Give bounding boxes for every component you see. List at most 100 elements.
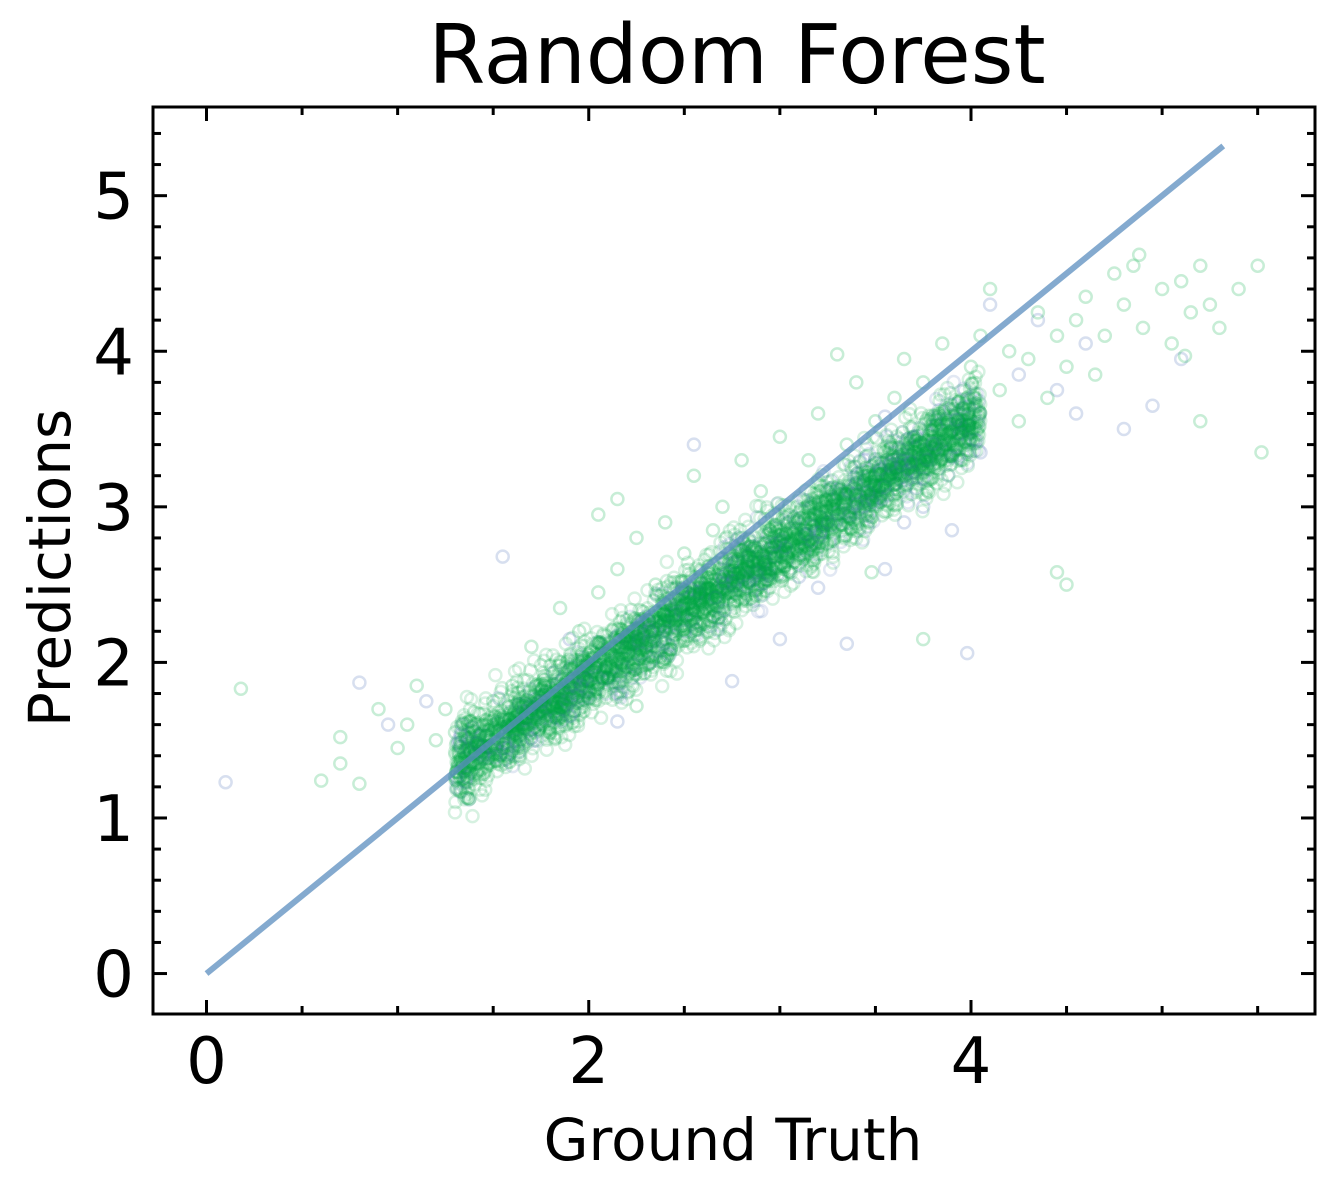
cloud-point bbox=[580, 655, 595, 670]
cloud-point bbox=[647, 630, 662, 645]
series-green-point bbox=[1011, 414, 1027, 429]
cloud-point bbox=[754, 539, 769, 554]
cloud-point bbox=[557, 696, 572, 712]
series-green-point bbox=[667, 608, 683, 623]
cloud-point bbox=[646, 612, 661, 628]
cloud-point bbox=[678, 633, 694, 648]
cloud-point bbox=[599, 658, 614, 674]
cloud-point bbox=[795, 510, 810, 526]
cloud-point bbox=[654, 643, 669, 658]
cloud-point bbox=[796, 546, 811, 561]
cloud-point bbox=[573, 637, 588, 653]
cloud-point bbox=[585, 652, 600, 668]
series-green-point bbox=[514, 698, 530, 714]
cloud-point bbox=[478, 718, 493, 734]
cloud-point bbox=[944, 436, 960, 451]
cloud-point bbox=[461, 738, 477, 754]
cloud-point bbox=[696, 596, 711, 612]
cloud-point bbox=[875, 455, 890, 470]
cloud-point bbox=[811, 530, 826, 546]
cloud-point bbox=[911, 451, 926, 466]
series-blue-point bbox=[973, 445, 988, 460]
cloud-point bbox=[471, 731, 486, 747]
series-green-point bbox=[944, 398, 960, 413]
cloud-point bbox=[532, 714, 548, 729]
cloud-point bbox=[825, 507, 840, 523]
cloud-point bbox=[599, 659, 615, 675]
cloud-point bbox=[501, 730, 517, 745]
cloud-point bbox=[539, 742, 554, 757]
cloud-point bbox=[759, 565, 774, 581]
series-green-point bbox=[829, 347, 845, 362]
series-green-point bbox=[1059, 359, 1074, 375]
cloud-point bbox=[610, 654, 626, 670]
cloud-point bbox=[605, 623, 620, 638]
cloud-point bbox=[843, 507, 859, 522]
cloud-point bbox=[649, 586, 664, 602]
cloud-point bbox=[797, 511, 813, 527]
cloud-point bbox=[574, 647, 590, 663]
series-green-point bbox=[906, 429, 921, 445]
cloud-point bbox=[815, 522, 831, 538]
series-green-point bbox=[505, 678, 520, 693]
cloud-point bbox=[590, 634, 605, 650]
cloud-point bbox=[704, 618, 719, 634]
cloud-point bbox=[889, 476, 904, 492]
cloud-point bbox=[502, 754, 517, 769]
series-green-point bbox=[1049, 328, 1065, 343]
cloud-point bbox=[916, 437, 931, 453]
cloud-point bbox=[747, 568, 763, 584]
cloud-point bbox=[694, 587, 710, 603]
cloud-point bbox=[547, 706, 563, 722]
cloud-point bbox=[857, 523, 873, 539]
cloud-point bbox=[924, 443, 940, 458]
cloud-point bbox=[833, 491, 849, 507]
cloud-point bbox=[621, 644, 636, 659]
cloud-point bbox=[804, 499, 820, 514]
cloud-point bbox=[644, 623, 660, 639]
cloud-point bbox=[731, 573, 746, 589]
cloud-point bbox=[757, 566, 772, 582]
cloud-point bbox=[939, 419, 954, 434]
cloud-point bbox=[770, 523, 786, 539]
cloud-point bbox=[604, 661, 620, 676]
cloud-point bbox=[921, 461, 937, 477]
cloud-point bbox=[953, 421, 968, 437]
cloud-point bbox=[647, 626, 663, 642]
series-green-point bbox=[1173, 273, 1189, 289]
series-green-point bbox=[1177, 348, 1193, 364]
cloud-point bbox=[703, 614, 718, 629]
cloud-point bbox=[711, 610, 726, 626]
cloud-point bbox=[897, 457, 912, 472]
cloud-point bbox=[896, 450, 912, 465]
cloud-point bbox=[722, 620, 737, 636]
cloud-point bbox=[789, 529, 804, 544]
cloud-point bbox=[924, 452, 939, 467]
cloud-point bbox=[644, 639, 660, 654]
chart-title: Random Forest bbox=[428, 8, 1045, 103]
cloud-point bbox=[538, 675, 553, 691]
cloud-point bbox=[900, 451, 916, 467]
series-green-point bbox=[428, 732, 444, 748]
cloud-point bbox=[654, 654, 670, 669]
series-blue-point bbox=[610, 714, 625, 729]
cloud-point bbox=[752, 544, 768, 560]
cloud-point bbox=[790, 512, 805, 527]
cloud-point bbox=[583, 664, 599, 679]
series-green-point bbox=[696, 585, 711, 600]
series-green-point bbox=[1193, 258, 1208, 273]
cloud-point bbox=[658, 622, 673, 638]
cloud-point bbox=[903, 457, 919, 473]
cloud-point bbox=[773, 522, 788, 537]
cloud-point bbox=[856, 495, 871, 511]
cloud-point bbox=[764, 561, 780, 577]
cloud-point bbox=[964, 422, 979, 437]
cloud-point bbox=[507, 727, 523, 743]
cloud-point bbox=[921, 427, 937, 442]
cloud-point bbox=[773, 544, 789, 560]
cloud-point bbox=[775, 511, 790, 527]
cloud-point bbox=[641, 605, 657, 621]
cloud-point bbox=[627, 591, 642, 606]
cloud-point bbox=[881, 472, 896, 488]
cloud-point bbox=[852, 492, 867, 508]
